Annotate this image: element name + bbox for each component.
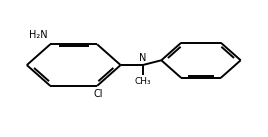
Text: H₂N: H₂N [29,30,48,40]
Text: CH₃: CH₃ [134,77,151,86]
Text: N: N [139,53,146,63]
Text: Cl: Cl [94,89,103,99]
